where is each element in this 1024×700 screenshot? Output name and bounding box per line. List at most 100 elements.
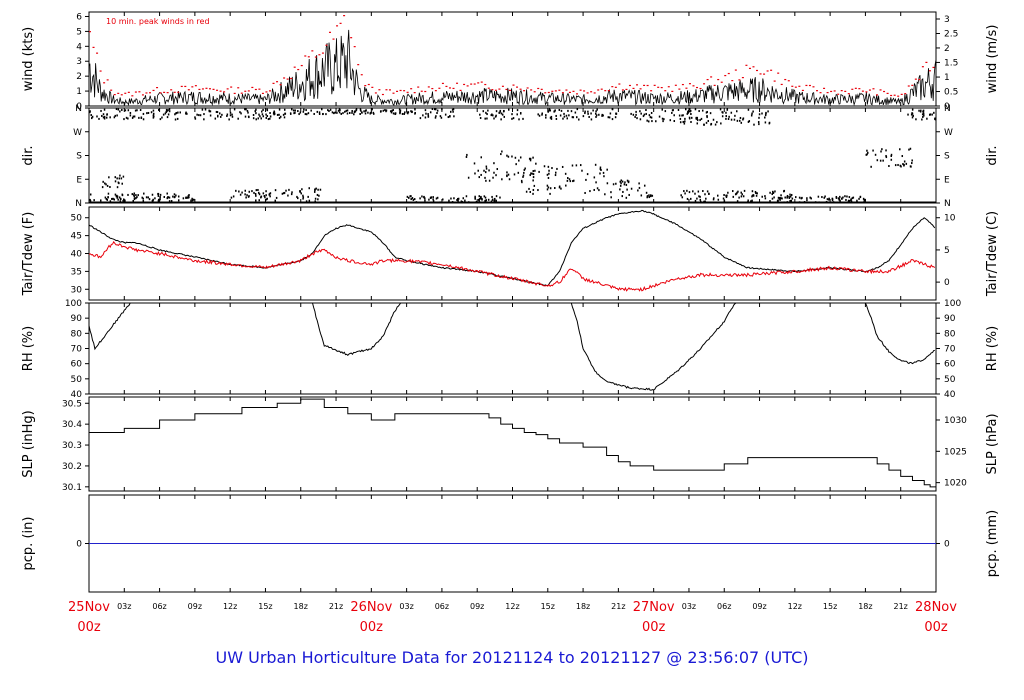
wind-direction-point	[151, 193, 154, 196]
y-axis-label-right: RH (%)	[985, 326, 1000, 371]
wind-direction-point	[680, 194, 682, 197]
peak-wind-point	[600, 88, 603, 90]
wind-direction-point	[168, 200, 171, 203]
wind-direction-point	[547, 176, 550, 179]
wind-direction-point	[259, 115, 261, 118]
peak-wind-point	[268, 90, 271, 92]
wind-direction-point	[301, 188, 303, 191]
wind-direction-point	[288, 188, 290, 191]
y-tick-label-right: 1020	[944, 479, 967, 489]
peak-wind-point	[283, 77, 286, 79]
wind-direction-point	[911, 112, 914, 115]
wind-direction-point	[261, 113, 264, 116]
peak-wind-point	[240, 92, 243, 94]
wind-direction-point	[479, 117, 482, 120]
wind-direction-point	[432, 196, 434, 199]
wind-direction-point	[708, 192, 710, 195]
wind-direction-point	[696, 119, 699, 122]
wind-direction-point	[596, 187, 599, 190]
wind-direction-point	[589, 190, 591, 193]
wind-direction-point	[168, 108, 171, 111]
wind-direction-point	[881, 148, 883, 151]
wind-direction-point	[649, 116, 652, 119]
wind-direction-point	[525, 190, 528, 193]
wind-direction-point	[595, 181, 597, 184]
wind-direction-point	[345, 109, 348, 112]
peak-wind-point	[191, 86, 194, 88]
peak-wind-point	[876, 94, 879, 96]
wind-direction-point	[845, 198, 847, 201]
wind-direction-point	[157, 192, 159, 195]
wind-direction-point	[398, 108, 401, 111]
peak-wind-point	[830, 90, 833, 93]
wind-direction-point	[514, 156, 517, 159]
wind-direction-point	[507, 108, 510, 111]
wind-direction-point	[382, 109, 385, 112]
wind-direction-point	[265, 190, 267, 193]
peak-wind-point	[445, 85, 448, 88]
wind-direction-point	[835, 195, 838, 198]
wind-direction-point	[679, 117, 682, 120]
wind-direction-point	[431, 108, 434, 111]
wind-direction-point	[226, 113, 229, 116]
wind-direction-point	[549, 192, 551, 195]
y-tick-label-right: N	[944, 104, 951, 114]
y-tick-label-right: 40	[944, 390, 956, 400]
peak-wind-point	[819, 92, 822, 94]
wind-direction-point	[846, 195, 848, 198]
wind-direction-point	[412, 198, 415, 201]
wind-direction-point	[161, 116, 163, 119]
wind-direction-point	[550, 117, 553, 120]
wind-direction-point	[581, 169, 583, 172]
panel-slp: 30.1 30.2 30.3 30.4 30.5 1020 1025 1030 SLP (inH…	[21, 396, 1000, 493]
peak-wind-point	[456, 82, 459, 84]
wind-direction-point	[258, 193, 261, 196]
peak-wind-point	[131, 95, 134, 97]
peak-wind-point	[187, 89, 190, 91]
wind-direction-point	[152, 198, 154, 201]
peak-wind-point	[907, 85, 910, 87]
peak-wind-point	[526, 87, 529, 89]
peak-wind-point	[868, 89, 871, 91]
wind-direction-point	[520, 179, 523, 182]
peak-wind-point	[801, 89, 804, 92]
peak-wind-point	[826, 91, 829, 94]
wind-direction-point	[844, 195, 846, 198]
peak-wind-point	[597, 89, 600, 91]
peak-wind-point	[854, 87, 857, 89]
wind-direction-point	[809, 196, 811, 199]
wind-direction-point	[722, 111, 724, 114]
wind-speed-series	[89, 29, 936, 106]
wind-direction-point	[694, 108, 697, 111]
wind-direction-point	[929, 113, 932, 116]
wind-direction-point	[401, 112, 404, 115]
wind-direction-point	[175, 112, 177, 115]
peak-wind-point	[738, 79, 741, 81]
peak-wind-point	[233, 92, 236, 95]
wind-direction-point	[219, 115, 222, 118]
peak-wind-point	[861, 90, 864, 92]
wind-direction-point	[105, 116, 108, 119]
wind-direction-point	[696, 197, 698, 200]
y-tick-label-left: 2	[76, 72, 82, 82]
wind-direction-point	[554, 174, 557, 177]
wind-direction-point	[495, 199, 497, 202]
wind-direction-point	[786, 196, 789, 199]
peak-wind-point	[558, 89, 561, 91]
wind-direction-point	[592, 109, 594, 112]
wind-direction-point	[742, 118, 744, 121]
wind-direction-point	[457, 199, 459, 202]
wind-direction-point	[740, 195, 743, 198]
peak-wind-point	[470, 83, 473, 85]
wind-direction-point	[159, 193, 162, 196]
wind-direction-point	[435, 115, 437, 118]
peak-wind-point	[417, 86, 420, 88]
wind-direction-point	[902, 163, 904, 166]
peak-wind-point	[219, 90, 222, 92]
peak-wind-point	[607, 90, 610, 92]
wind-direction-point	[436, 196, 439, 199]
wind-direction-point	[159, 198, 161, 201]
wind-direction-point	[145, 196, 148, 199]
wind-direction-point	[682, 120, 685, 123]
wind-direction-point	[850, 198, 852, 201]
